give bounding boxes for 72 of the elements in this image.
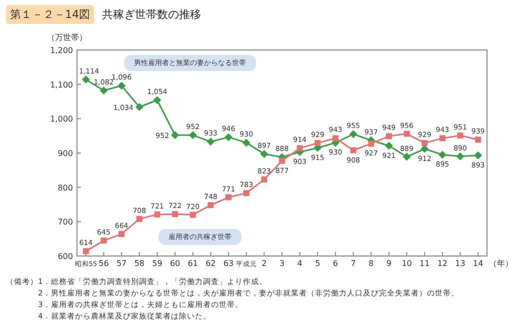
point — [260, 150, 268, 158]
point — [100, 86, 108, 95]
y-tick-label: 900 — [58, 149, 73, 158]
point — [404, 130, 410, 137]
point — [402, 152, 411, 161]
x-tick-label: 2 — [262, 259, 267, 268]
point — [208, 202, 214, 208]
point — [314, 140, 321, 146]
point — [242, 138, 250, 147]
x-tick-label: 13 — [455, 259, 466, 268]
point — [261, 176, 268, 182]
point — [457, 132, 464, 138]
point — [153, 96, 162, 104]
x-tick-label: 60 — [170, 259, 180, 268]
figure-number: 第１－２－14図 — [6, 5, 94, 24]
x-tick-label: 12 — [437, 259, 448, 268]
y-tick-label: 1,100 — [50, 80, 73, 90]
y-tick-label: 800 — [58, 183, 73, 192]
point — [224, 133, 233, 142]
point — [349, 130, 358, 138]
x-tick-label: 59 — [152, 259, 162, 268]
y-tick-label: 700 — [58, 218, 73, 227]
x-tick-label: 56 — [98, 259, 109, 268]
x-axis-title: （年） — [489, 259, 513, 268]
point — [474, 151, 482, 160]
point — [350, 147, 356, 154]
point — [438, 150, 446, 159]
point — [475, 136, 482, 143]
point — [82, 248, 89, 254]
point — [456, 152, 464, 160]
chart-title: 共稼ぎ世帯数の推移 — [102, 8, 201, 21]
point — [136, 216, 142, 222]
x-tick-label: 9 — [386, 259, 392, 268]
point — [135, 102, 144, 111]
point — [368, 140, 374, 147]
point — [226, 194, 232, 200]
point — [100, 238, 107, 244]
x-tick-label: 4 — [297, 259, 302, 268]
point — [386, 133, 392, 140]
x-tick-label: 5 — [315, 259, 320, 268]
x-tick-label: 7 — [350, 259, 356, 268]
point — [154, 211, 160, 218]
point — [190, 212, 196, 218]
point — [172, 211, 178, 218]
point — [439, 135, 446, 142]
x-tick-label: 6 — [332, 259, 338, 268]
x-tick-label: 11 — [420, 259, 430, 268]
y-tick-label: 1,000 — [50, 114, 73, 124]
point — [118, 231, 125, 238]
x-tick-label: 14 — [472, 259, 484, 268]
x-tick-label: 3 — [279, 259, 285, 268]
point — [188, 131, 197, 140]
point — [82, 76, 90, 84]
point — [243, 190, 250, 196]
point — [422, 140, 428, 146]
x-tick-label: 58 — [134, 259, 144, 268]
point — [384, 142, 393, 150]
x-tick-label: 10 — [402, 259, 412, 268]
point — [206, 138, 215, 146]
point — [279, 158, 285, 164]
x-tick-label: 62 — [206, 259, 216, 268]
y-axis-title: （万世帯） — [47, 33, 87, 42]
x-tick-label: 57 — [116, 259, 127, 268]
x-tick-label: 8 — [368, 259, 374, 268]
y-tick-label: 1,200 — [50, 46, 73, 55]
point — [171, 131, 180, 140]
x-tick-label: 63 — [223, 259, 234, 268]
x-tick-label: 61 — [188, 259, 198, 268]
point — [332, 135, 338, 142]
y-tick-label: 600 — [58, 252, 73, 261]
point — [296, 145, 303, 152]
point — [118, 82, 126, 90]
